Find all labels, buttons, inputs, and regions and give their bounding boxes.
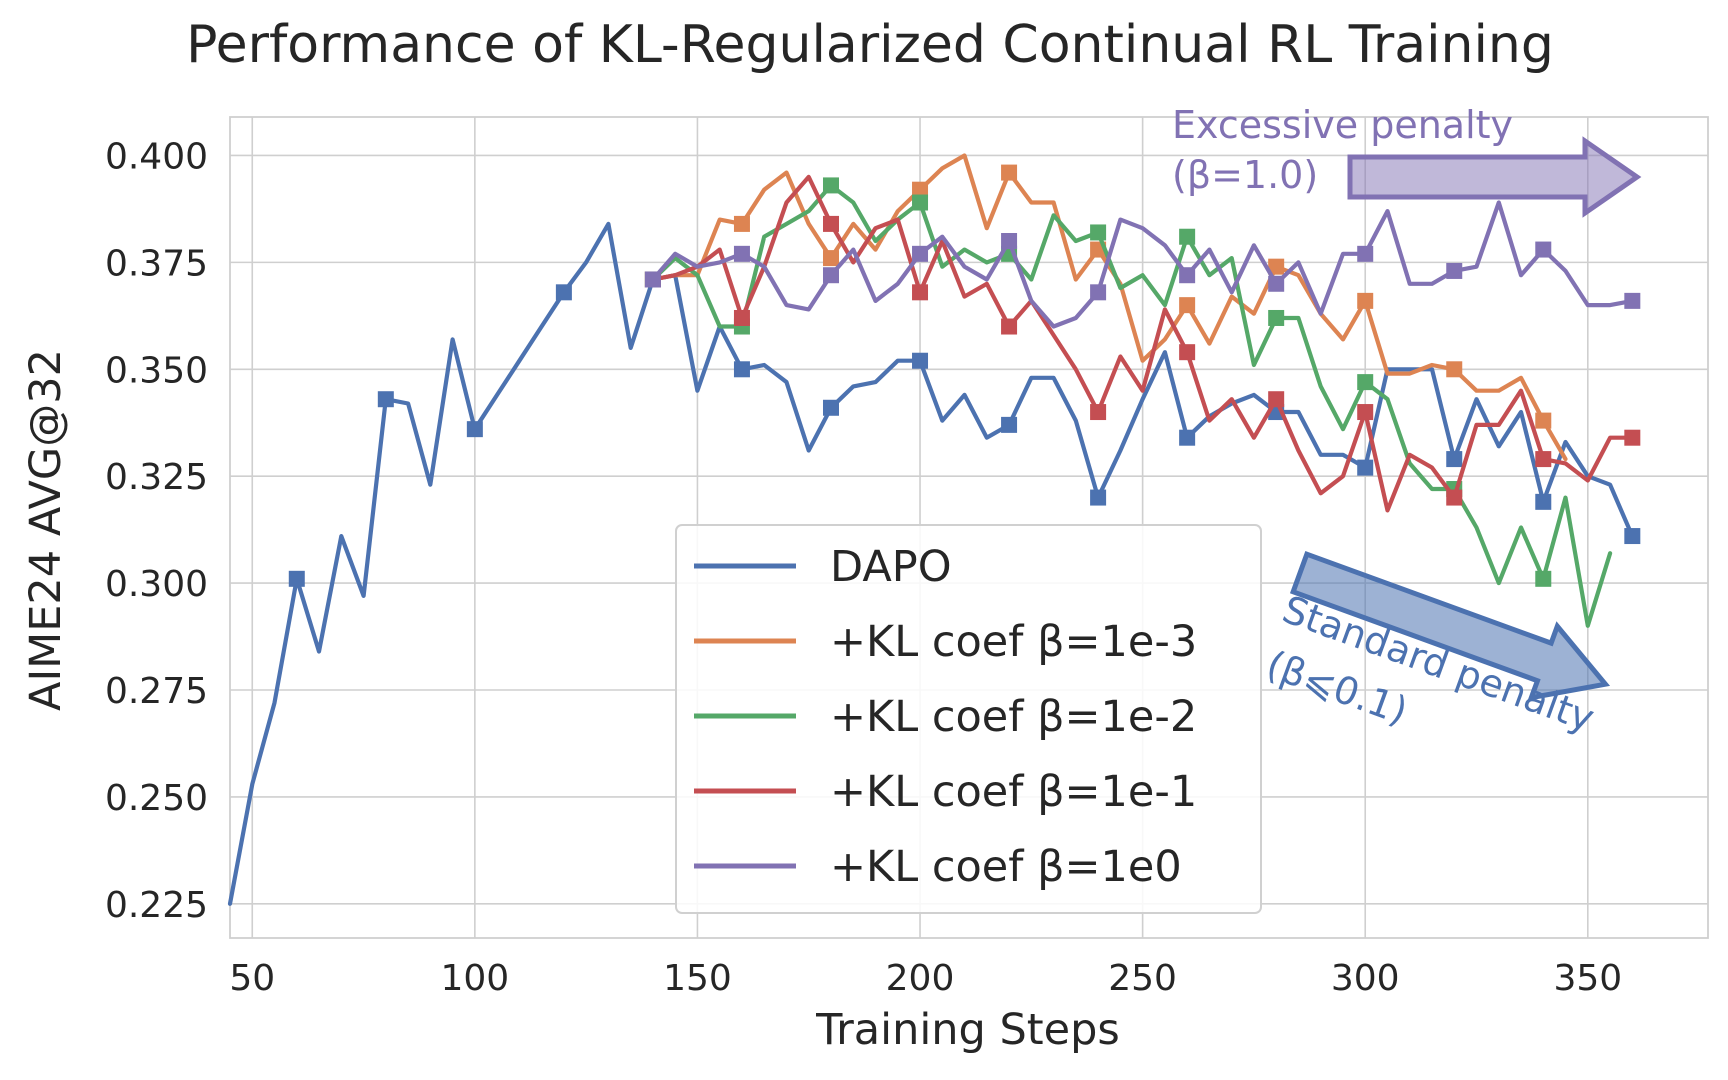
y-tick-label: 0.250 <box>105 778 208 819</box>
data-point-marker <box>1624 528 1641 545</box>
data-point-marker <box>1357 404 1374 421</box>
series-4 <box>644 174 1641 513</box>
data-point-marker <box>1624 429 1641 446</box>
data-point-marker <box>1090 489 1107 506</box>
data-point-marker <box>733 215 750 232</box>
y-tick-label: 0.325 <box>105 457 208 498</box>
data-point-marker <box>1179 297 1196 314</box>
standard-penalty-arrow <box>1289 551 1611 701</box>
data-point-marker <box>288 570 305 587</box>
data-point-marker <box>1446 489 1463 506</box>
legend-box <box>675 524 1262 914</box>
excessive-penalty-arrow <box>1347 136 1642 218</box>
excessive-penalty-label: Excessive penalty <box>1172 103 1513 147</box>
data-point-marker <box>1268 309 1285 326</box>
data-point-marker <box>822 250 839 267</box>
data-point-marker <box>733 309 750 326</box>
series-lines <box>227 153 1641 906</box>
legend-entry: +KL coef β=1e-1 <box>694 767 1197 817</box>
x-tick-label: 300 <box>1331 958 1400 999</box>
data-point-marker <box>377 391 394 408</box>
y-tick-label: 0.225 <box>105 885 208 926</box>
data-point-marker <box>1357 459 1374 476</box>
data-point-marker <box>1268 391 1285 408</box>
y-tick-label: 0.300 <box>105 564 208 605</box>
data-point-marker <box>1001 416 1018 433</box>
standard-penalty-arrow-shape <box>1289 551 1611 701</box>
data-point-marker <box>1179 267 1196 284</box>
y-tick-label: 0.350 <box>105 350 208 391</box>
plot-frame <box>229 116 1709 939</box>
x-axis-label: Training Steps <box>815 1005 1120 1055</box>
legend-label: DAPO <box>830 542 952 592</box>
data-point-marker <box>1090 404 1107 421</box>
legend-entry: DAPO <box>694 542 952 592</box>
data-point-marker <box>912 352 929 369</box>
y-axis-label: AIME24 AVG@32 <box>21 349 71 711</box>
x-tick-label: 250 <box>1108 958 1177 999</box>
data-point-marker <box>1179 228 1196 245</box>
x-tick-label: 200 <box>886 958 955 999</box>
y-tick-label: 0.275 <box>105 671 208 712</box>
legend-label: +KL coef β=1e-2 <box>830 692 1197 742</box>
legend-entry: +KL coef β=1e-3 <box>694 617 1197 667</box>
x-tick-label: 50 <box>229 958 275 999</box>
data-point-marker <box>822 399 839 416</box>
x-tick-label: 350 <box>1553 958 1622 999</box>
excessive-penalty-beta: (β=1.0) <box>1172 153 1318 197</box>
chart-title: Performance of KL-Regularized Continual … <box>186 15 1554 75</box>
data-point-marker <box>1268 275 1285 292</box>
y-tick-label: 0.375 <box>105 243 208 284</box>
x-tick-label: 150 <box>663 958 732 999</box>
series-5 <box>644 200 1641 329</box>
data-point-marker <box>1090 224 1107 241</box>
data-point-marker <box>733 361 750 378</box>
data-point-marker <box>1001 233 1018 250</box>
data-point-marker <box>1357 245 1374 262</box>
data-point-marker <box>1179 344 1196 361</box>
data-point-marker <box>822 267 839 284</box>
data-point-marker <box>822 215 839 232</box>
data-point-marker <box>1446 361 1463 378</box>
series-line <box>650 200 1635 329</box>
series-line <box>650 174 1635 513</box>
legend-entry: +KL coef β=1e0 <box>694 842 1182 892</box>
legend-entry: +KL coef β=1e-2 <box>694 692 1197 742</box>
data-point-marker <box>1357 374 1374 391</box>
data-point-marker <box>644 271 661 288</box>
data-point-marker <box>466 421 483 438</box>
data-point-marker <box>555 284 572 301</box>
legend-label: +KL coef β=1e0 <box>830 842 1182 892</box>
data-point-marker <box>1179 429 1196 446</box>
data-point-marker <box>1535 451 1552 468</box>
data-point-marker <box>912 284 929 301</box>
data-point-marker <box>1001 318 1018 335</box>
y-tick-label: 0.400 <box>105 136 208 177</box>
data-point-marker <box>1535 570 1552 587</box>
data-point-marker <box>733 245 750 262</box>
legend-label: +KL coef β=1e-3 <box>830 617 1197 667</box>
tick-labels: 50 100 150 200 250 300 350 0.225 0.250 0.275 0.300… <box>105 136 1622 999</box>
data-point-marker <box>822 177 839 194</box>
data-point-marker <box>1535 493 1552 510</box>
data-point-marker <box>912 181 929 198</box>
legend-label: +KL coef β=1e-1 <box>830 767 1197 817</box>
data-point-marker <box>1446 451 1463 468</box>
data-point-marker <box>912 245 929 262</box>
series-line <box>227 221 1635 906</box>
x-tick-label: 100 <box>440 958 509 999</box>
data-point-marker <box>912 194 929 211</box>
data-point-marker <box>1535 412 1552 429</box>
legend: DAPO +KL coef β=1e-3 +KL coef β=1e-2 +KL co… <box>675 524 1262 914</box>
data-point-marker <box>1001 164 1018 181</box>
data-point-marker <box>1357 292 1374 309</box>
data-point-marker <box>1446 262 1463 279</box>
data-point-marker <box>1090 284 1107 301</box>
data-point-marker <box>1535 241 1552 258</box>
data-point-marker <box>1624 292 1641 309</box>
data-point-marker <box>1268 258 1285 275</box>
